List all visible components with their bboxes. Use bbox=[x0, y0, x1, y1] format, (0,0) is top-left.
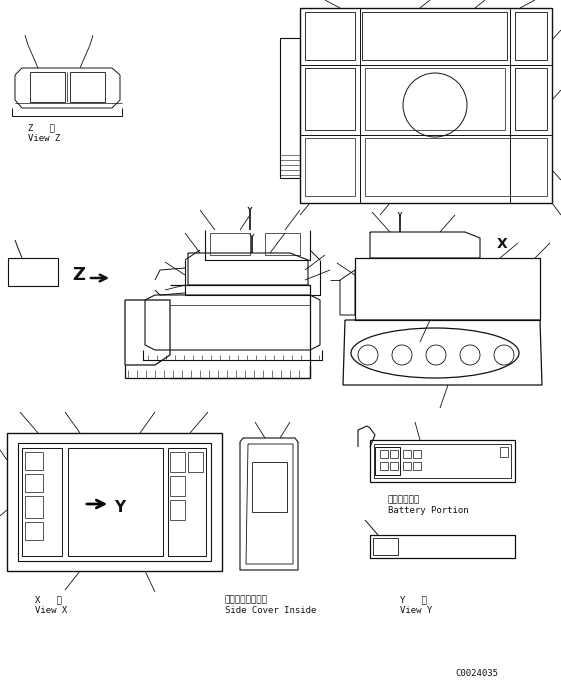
Bar bbox=[70, 72, 105, 102]
Bar bbox=[25, 452, 43, 470]
Bar bbox=[390, 450, 398, 458]
Bar bbox=[374, 444, 511, 478]
Text: View Y: View Y bbox=[400, 606, 432, 615]
Bar bbox=[403, 462, 411, 470]
Bar bbox=[305, 138, 355, 196]
Bar bbox=[390, 462, 398, 470]
Bar bbox=[370, 440, 515, 482]
Bar bbox=[25, 522, 43, 540]
Bar bbox=[362, 12, 507, 60]
Text: X: X bbox=[497, 237, 508, 251]
Bar bbox=[252, 462, 287, 512]
Bar bbox=[210, 233, 250, 255]
Text: サイドカバー内側: サイドカバー内側 bbox=[225, 595, 268, 604]
Bar bbox=[515, 12, 547, 60]
Text: View Z: View Z bbox=[28, 134, 60, 143]
Bar bbox=[18, 443, 211, 561]
Bar bbox=[188, 452, 203, 472]
Bar bbox=[413, 462, 421, 470]
Bar bbox=[170, 452, 185, 472]
Bar bbox=[170, 476, 185, 496]
Bar bbox=[25, 496, 43, 518]
Text: X   視: X 視 bbox=[35, 595, 62, 604]
Bar bbox=[168, 448, 206, 556]
Bar bbox=[300, 8, 552, 203]
Bar bbox=[403, 450, 411, 458]
Text: Side Cover Inside: Side Cover Inside bbox=[225, 606, 316, 615]
Bar bbox=[500, 447, 508, 457]
Bar bbox=[7, 433, 222, 571]
Bar bbox=[380, 462, 388, 470]
Bar bbox=[170, 500, 185, 520]
Bar bbox=[375, 447, 400, 475]
Text: Z: Z bbox=[72, 266, 85, 284]
Bar bbox=[365, 68, 505, 130]
Bar bbox=[8, 258, 58, 286]
Bar bbox=[365, 138, 547, 196]
Text: C0024035: C0024035 bbox=[455, 669, 498, 678]
Bar bbox=[380, 450, 388, 458]
Bar bbox=[25, 474, 43, 492]
Bar bbox=[305, 68, 355, 130]
Text: Z   視: Z 視 bbox=[28, 123, 55, 132]
Bar bbox=[22, 448, 62, 556]
Text: Y: Y bbox=[114, 500, 125, 515]
Text: Battery Portion: Battery Portion bbox=[388, 506, 468, 515]
Bar bbox=[515, 68, 547, 130]
Bar bbox=[413, 450, 421, 458]
Bar bbox=[373, 538, 398, 555]
Bar bbox=[265, 233, 300, 255]
Text: View X: View X bbox=[35, 606, 67, 615]
Bar bbox=[68, 448, 163, 556]
Bar bbox=[305, 12, 355, 60]
Text: Y   視: Y 視 bbox=[400, 595, 427, 604]
Text: バッテリー部: バッテリー部 bbox=[388, 495, 420, 504]
Bar bbox=[30, 72, 65, 102]
